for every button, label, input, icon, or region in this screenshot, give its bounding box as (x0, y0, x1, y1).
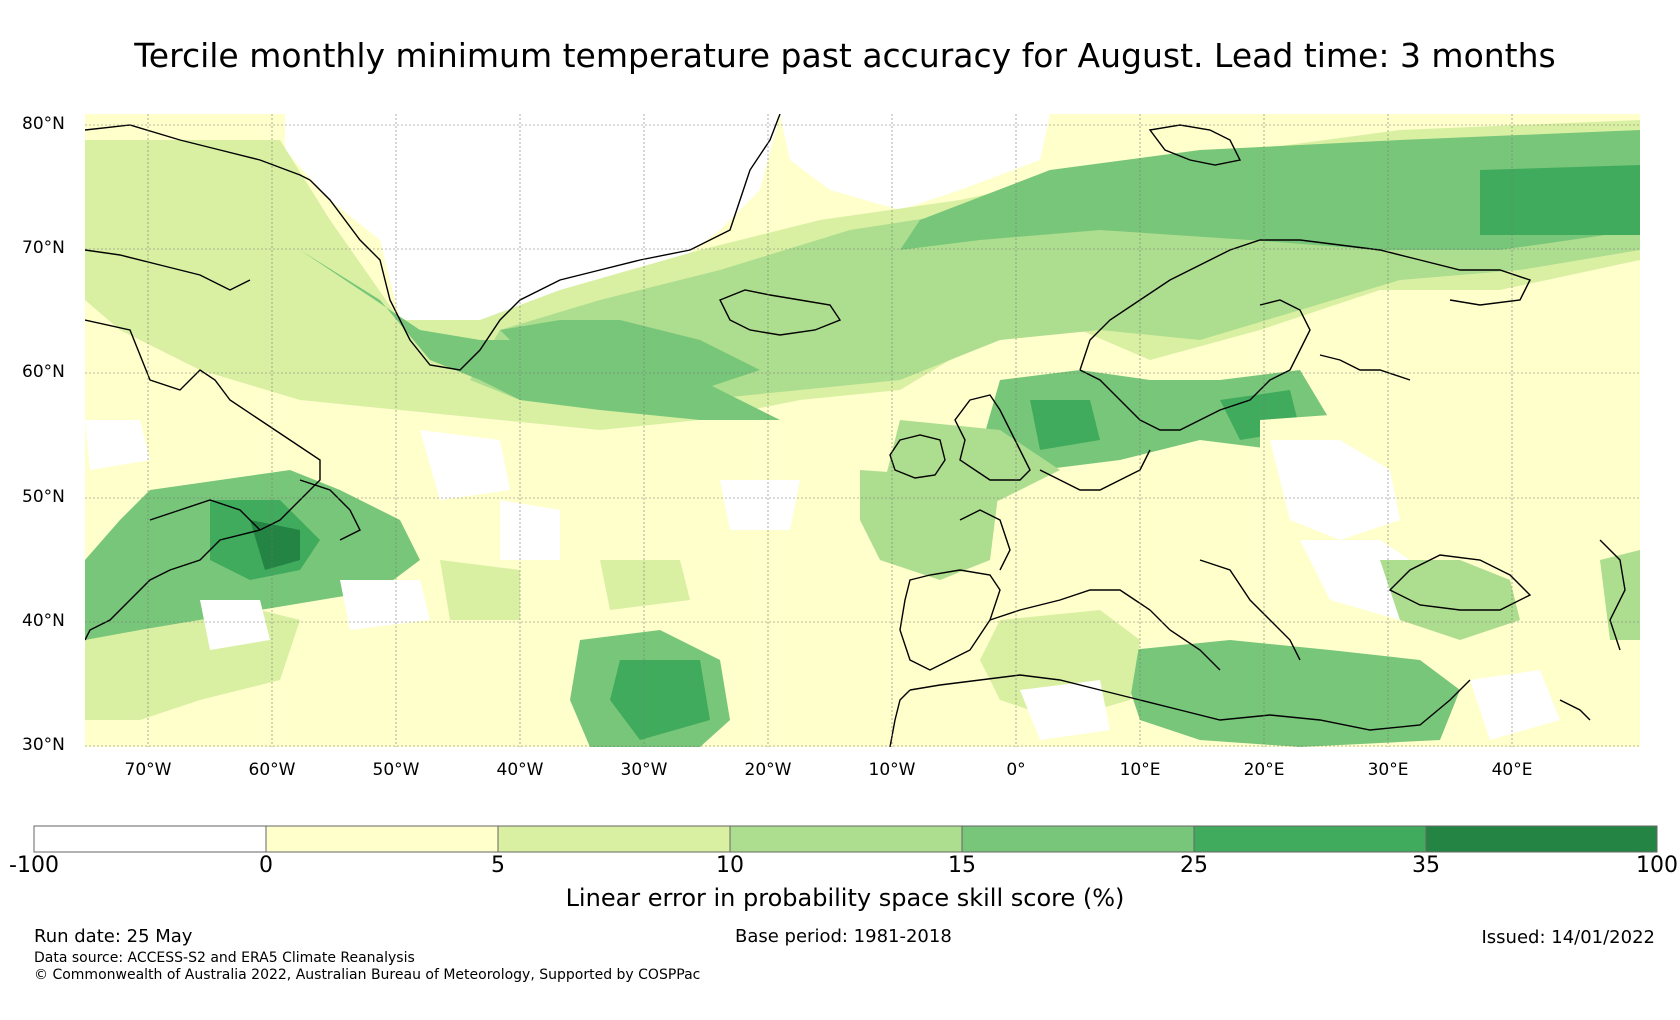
lon-label-40e: 40°E (1491, 760, 1533, 780)
base-period: Base period: 1981-2018 (735, 926, 952, 947)
issued-date: Issued: 14/01/2022 (1481, 927, 1655, 948)
lon-label-30e: 30°E (1367, 760, 1409, 780)
colorbar-bin-4 (729, 825, 963, 853)
coastlines (85, 114, 1626, 747)
lon-label-10w: 10°W (868, 760, 916, 780)
colorbar-tick-25: 25 (1180, 853, 1208, 878)
colorbar-bin-7 (1425, 825, 1658, 853)
lon-label-0: 0° (1006, 760, 1026, 780)
colorbar-label: Linear error in probability space skill … (565, 884, 1125, 912)
lon-label-10e: 10°E (1119, 760, 1161, 780)
skill-field (85, 114, 1640, 747)
colorbar-bin-1 (33, 825, 267, 853)
lat-label-60n: 60°N (22, 362, 65, 382)
colorbar-bin-6 (1193, 825, 1427, 853)
colorbar-bin-5 (961, 825, 1195, 853)
colorbar (33, 825, 1658, 853)
data-source: Data source: ACCESS-S2 and ERA5 Climate … (34, 950, 415, 966)
colorbar-tick-15: 15 (948, 853, 976, 878)
colorbar-tick-35: 35 (1412, 853, 1440, 878)
colorbar-tick-0: 0 (259, 853, 273, 878)
copyright: © Commonwealth of Australia 2022, Austra… (34, 967, 701, 983)
lon-label-70w: 70°W (124, 760, 172, 780)
lon-label-30w: 30°W (620, 760, 668, 780)
colorbar-bin-2 (265, 825, 499, 853)
no-skill-area-arctic (780, 114, 1050, 210)
colorbar-tick-10: 10 (716, 853, 744, 878)
lon-label-50w: 50°W (372, 760, 420, 780)
colorbar-tick-100: 100 (1636, 853, 1678, 878)
chart-title: Tercile monthly minimum temperature past… (134, 36, 1556, 75)
colorbar-tick-minus100: -100 (9, 853, 59, 878)
lon-label-60w: 60°W (248, 760, 296, 780)
lon-label-20w: 20°W (744, 760, 792, 780)
no-skill-area-greenland (285, 114, 780, 375)
lat-label-50n: 50°N (22, 487, 65, 507)
lat-label-70n: 70°N (22, 238, 65, 258)
lat-label-40n: 40°N (22, 611, 65, 631)
run-date: Run date: 25 May (34, 926, 193, 947)
graticule (85, 114, 1640, 747)
lon-label-40w: 40°W (496, 760, 544, 780)
colorbar-bin-3 (497, 825, 731, 853)
lat-label-30n: 30°N (22, 735, 65, 755)
lon-label-20e: 20°E (1243, 760, 1285, 780)
lat-label-80n: 80°N (22, 114, 65, 134)
colorbar-tick-5: 5 (491, 853, 505, 878)
